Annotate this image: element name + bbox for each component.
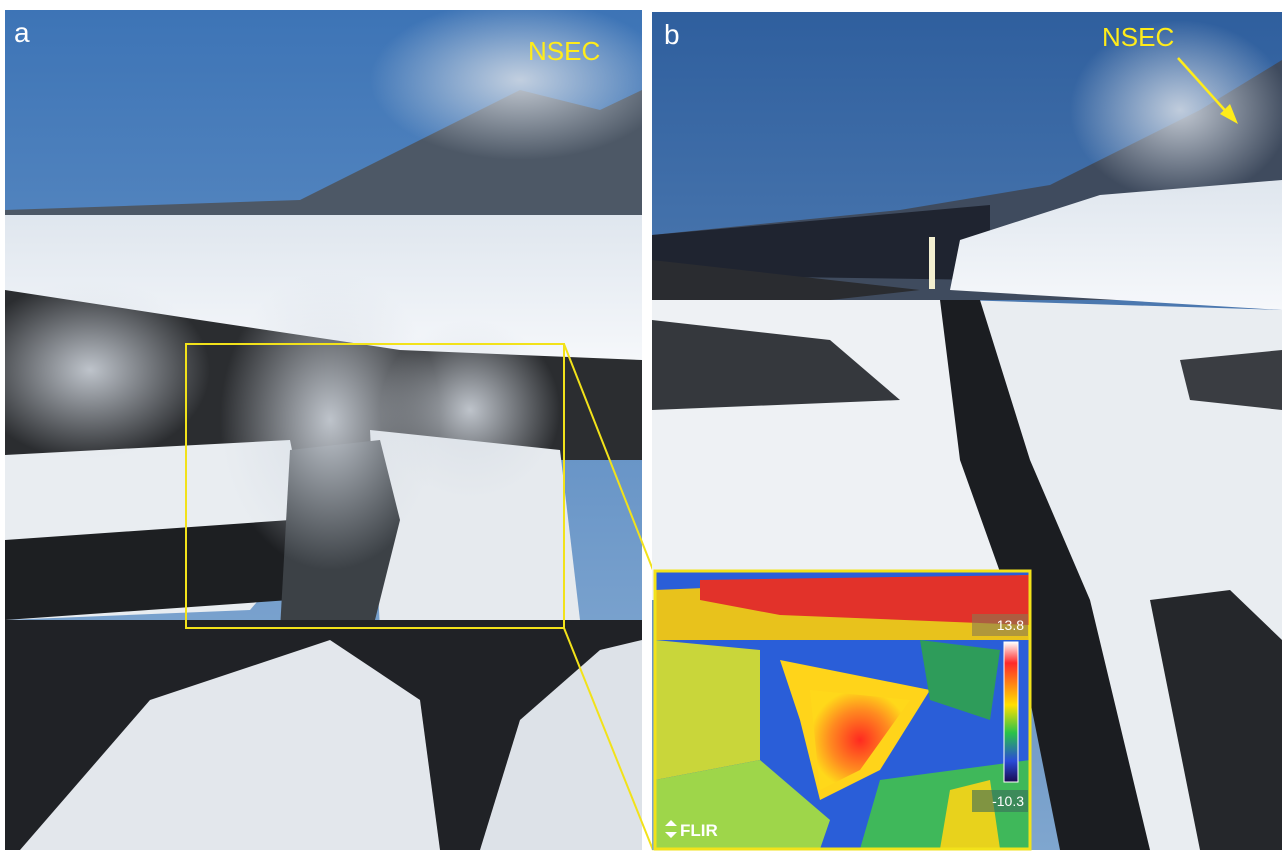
page: {"panels": [ {"label": "a", "annotation"…: [0, 0, 1284, 853]
figure: a NSEC b NSEC 13.8 -10.3 FLIR: [0, 0, 1284, 853]
scale-max: 13.8: [997, 617, 1024, 633]
flir-logo: FLIR: [680, 821, 718, 840]
photo-a: [0, 0, 670, 850]
scale-min: -10.3: [992, 793, 1024, 809]
annotation: NSEC: [1102, 22, 1174, 52]
panel-label: a: [14, 17, 30, 48]
panel-label: b: [664, 19, 680, 50]
annotation: NSEC: [528, 36, 600, 66]
